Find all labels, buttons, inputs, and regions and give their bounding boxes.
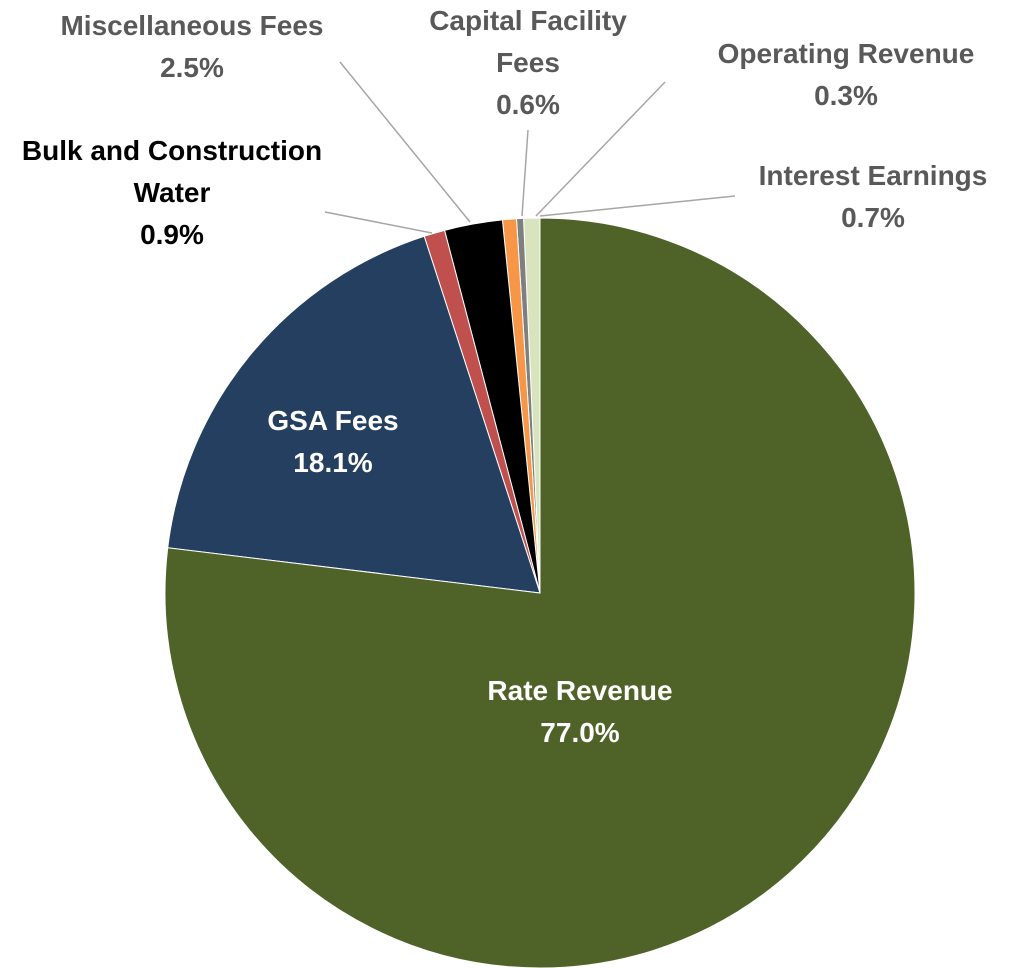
leader-line bbox=[539, 195, 736, 217]
category-label: GSA Fees bbox=[267, 405, 399, 436]
category-label: Capital Facility Fees bbox=[429, 5, 627, 78]
leader-line bbox=[339, 61, 471, 223]
category-label: Rate Revenue bbox=[487, 675, 673, 706]
data-label: Miscellaneous Fees 2.5% bbox=[32, 5, 352, 89]
value-label: 0.3% bbox=[814, 80, 878, 111]
value-label: 2.5% bbox=[160, 52, 224, 83]
leader-line bbox=[324, 211, 433, 234]
data-label: GSA Fees 18.1% bbox=[233, 400, 433, 484]
category-label: Bulk and Construction Water bbox=[21, 135, 323, 208]
data-label: Interest Earnings 0.7% bbox=[723, 155, 1023, 239]
value-label: 77.0% bbox=[540, 717, 620, 748]
leader-line bbox=[535, 81, 666, 217]
category-label: Miscellaneous Fees bbox=[60, 10, 324, 41]
value-label: 0.7% bbox=[841, 202, 905, 233]
value-label: 0.9% bbox=[140, 219, 204, 250]
category-label: Interest Earnings bbox=[758, 160, 988, 191]
pie-slice bbox=[167, 235, 541, 594]
category-label: Operating Revenue bbox=[717, 38, 975, 69]
leader-line bbox=[521, 129, 529, 217]
data-label: Capital Facility Fees 0.6% bbox=[408, 0, 648, 126]
data-label: Operating Revenue 0.3% bbox=[686, 33, 1006, 117]
value-label: 0.6% bbox=[496, 89, 560, 120]
data-label: Rate Revenue 77.0% bbox=[430, 670, 730, 754]
value-label: 18.1% bbox=[293, 447, 373, 478]
pie-slice bbox=[164, 217, 916, 968]
data-label: Bulk and Construction Water 0.9% bbox=[17, 130, 327, 256]
